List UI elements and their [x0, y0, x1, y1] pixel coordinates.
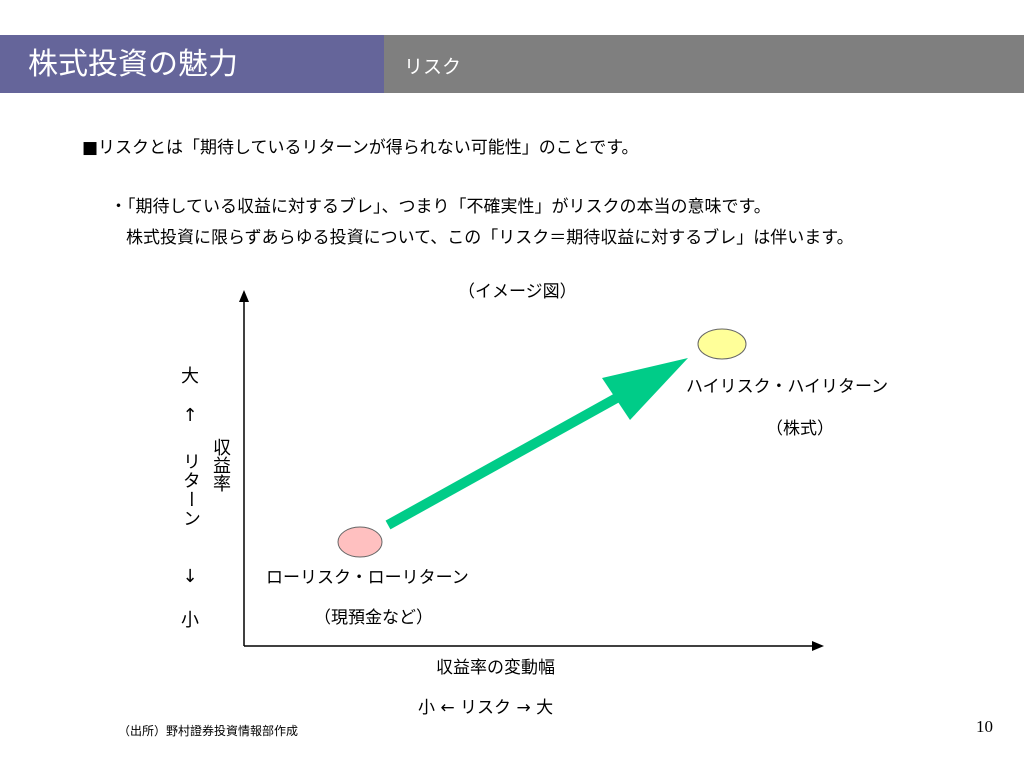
page-number: 10 [976, 717, 993, 736]
explanation-text-1: ・「期待している収益に対するブレ」、つまり「不確実性」がリスクの本当の意味です。 [110, 197, 771, 217]
y-axis-arrowhead [239, 290, 249, 302]
x-axis-arrowhead [812, 641, 824, 651]
low-risk-label: ローリスク・ローリターン [266, 568, 469, 588]
source-note: （出所）野村證券投資情報部作成 [118, 724, 299, 738]
x-axis-range: 小 ← リスク → 大 [418, 698, 554, 718]
definition-text: ■リスクとは「期待しているリターンが得られない可能性」のことです。 [82, 138, 639, 158]
y-axis-up-arrow: ↑ [182, 405, 198, 426]
high-risk-label: ハイリスク・ハイリターン [686, 377, 889, 397]
explanation-text-2: 株式投資に限らずあらゆる投資について、この「リスク＝期待収益に対するブレ」は伴い… [126, 228, 854, 248]
y-axis-middle-label: リターン [180, 452, 201, 528]
y-axis-down-arrow: ↓ [182, 566, 198, 587]
trend-arrow-head [602, 358, 688, 420]
y-axis-side-label: 収益率 [210, 438, 231, 492]
trend-arrow-shaft [385, 390, 625, 530]
section-banner [384, 35, 1024, 93]
y-axis-bottom-label: 小 [181, 610, 199, 631]
high-risk-sublabel: （株式） [766, 419, 834, 439]
page-title: 株式投資の魅力 [28, 47, 238, 82]
low-risk-sublabel: （現預金など） [314, 608, 433, 628]
low-risk-ellipse [337, 526, 383, 558]
y-axis-top-label: 大 [181, 366, 199, 387]
section-label: リスク [404, 56, 462, 78]
title-banner [0, 35, 384, 93]
x-axis-title: 収益率の変動幅 [436, 658, 555, 678]
diagram-caption: （イメージ図） [458, 282, 577, 302]
high-risk-ellipse [697, 328, 747, 360]
